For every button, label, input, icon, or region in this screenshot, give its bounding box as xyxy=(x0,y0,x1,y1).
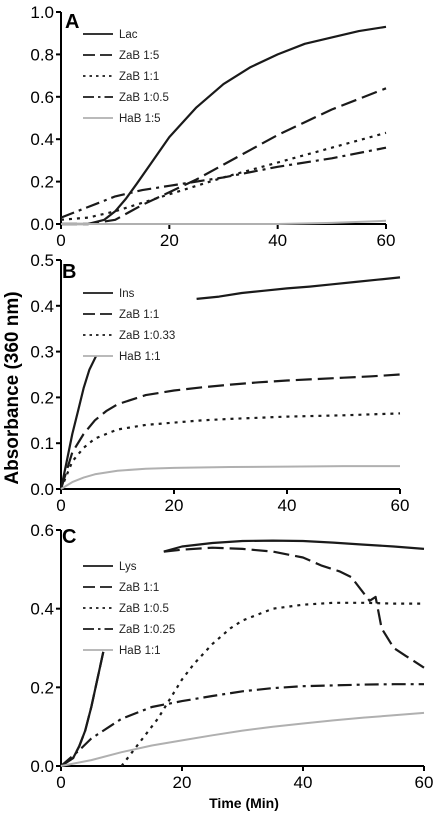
y-tick-label: 1.0 xyxy=(30,3,54,22)
series-line-zab-1-0-5 xyxy=(120,601,424,767)
y-tick-label: 0.4 xyxy=(30,297,54,316)
legend-label: Lys xyxy=(119,561,137,573)
y-tick-label: 0.2 xyxy=(30,388,54,407)
legend-label: ZaB 1:0.5 xyxy=(119,92,169,104)
legend-label: ZaB 1:0.5 xyxy=(119,603,169,615)
legend-label: Lac xyxy=(119,29,138,41)
y-tick-label: 0.0 xyxy=(30,480,54,499)
y-tick-label: 0.4 xyxy=(30,130,54,149)
series-line-zab-1-0-33 xyxy=(59,412,401,490)
x-tick-label: 0 xyxy=(56,773,65,792)
y-tick-label: 0.6 xyxy=(30,521,54,540)
panel-c: C 0.0 0.2 0.4 0.6 0 20 40 60 Lys ZaB 1:1 ZaB 1:0.5… xyxy=(30,521,433,792)
x-tick-label: 60 xyxy=(391,496,410,515)
y-tick-label: 0.4 xyxy=(30,600,54,619)
y-tick-label: 0.3 xyxy=(30,343,54,362)
series-line-ins xyxy=(196,276,401,300)
y-tick-label: 0.6 xyxy=(30,88,54,107)
x-tick-label: 40 xyxy=(268,231,287,250)
legend-label: ZaB 1:1 xyxy=(119,582,159,594)
legend-label: HaB 1:5 xyxy=(119,113,161,125)
x-tick-label: 40 xyxy=(294,773,313,792)
series-line-zab-1-5 xyxy=(61,87,387,226)
y-tick-label: 0.1 xyxy=(30,434,54,453)
x-tick-label: 40 xyxy=(278,496,297,515)
y-tick-label: 0.0 xyxy=(30,215,54,234)
series-line-ins xyxy=(59,355,97,490)
y-tick-label: 0.5 xyxy=(30,251,54,270)
series-line-zab-1-0-5 xyxy=(60,146,387,219)
panel-c-letter: C xyxy=(62,526,76,548)
legend-label: Ins xyxy=(119,288,135,300)
legend-label: HaB 1:1 xyxy=(119,351,161,363)
panel-a: A 0.0 0.2 0.4 0.6 0.8 1.0 0 20 40 60 Lac ZaB 1:5 ZaB… xyxy=(30,3,395,250)
legend-label: ZaB 1:1 xyxy=(119,71,159,83)
x-axis-label: Time (Min) xyxy=(209,795,279,811)
panel-b: B 0.0 0.1 0.2 0.3 0.4 0.5 0 20 40 60 Ins ZaB 1:1 ZaB… xyxy=(30,251,409,515)
series-line-zab-1-1 xyxy=(163,546,425,669)
series-line-hab-1-1 xyxy=(60,711,425,767)
series-line-lac xyxy=(61,25,387,226)
legend-label: ZaB 1:5 xyxy=(119,50,159,62)
series-line-hab-1-5 xyxy=(61,219,387,225)
x-tick-label: 60 xyxy=(415,773,434,792)
series-line-zab-1-1 xyxy=(60,651,105,767)
series-line-zab-1-0-25 xyxy=(60,683,424,767)
y-axis-label: Absorbance (360 nm) xyxy=(2,291,23,484)
series-line-zab-1-1 xyxy=(59,373,401,490)
x-tick-label: 0 xyxy=(56,496,65,515)
x-tick-label: 20 xyxy=(160,231,179,250)
series-line-hab-1-1 xyxy=(60,465,400,490)
legend-label: ZaB 1:1 xyxy=(119,309,159,321)
panel-a-letter: A xyxy=(65,11,79,33)
x-tick-label: 20 xyxy=(173,773,192,792)
legend-label: HaB 1:1 xyxy=(119,645,161,657)
x-tick-label: 0 xyxy=(56,231,65,250)
y-tick-label: 0.0 xyxy=(30,757,54,776)
x-tick-label: 60 xyxy=(377,231,396,250)
y-tick-label: 0.8 xyxy=(30,45,54,64)
x-tick-label: 20 xyxy=(165,496,184,515)
panel-b-letter: B xyxy=(62,261,76,283)
legend-label: ZaB 1:0.33 xyxy=(119,330,175,342)
legend-label: ZaB 1:0.25 xyxy=(119,624,175,636)
series-line-lys xyxy=(163,539,425,553)
y-tick-label: 0.2 xyxy=(30,173,54,192)
y-tick-label: 0.2 xyxy=(30,678,54,697)
